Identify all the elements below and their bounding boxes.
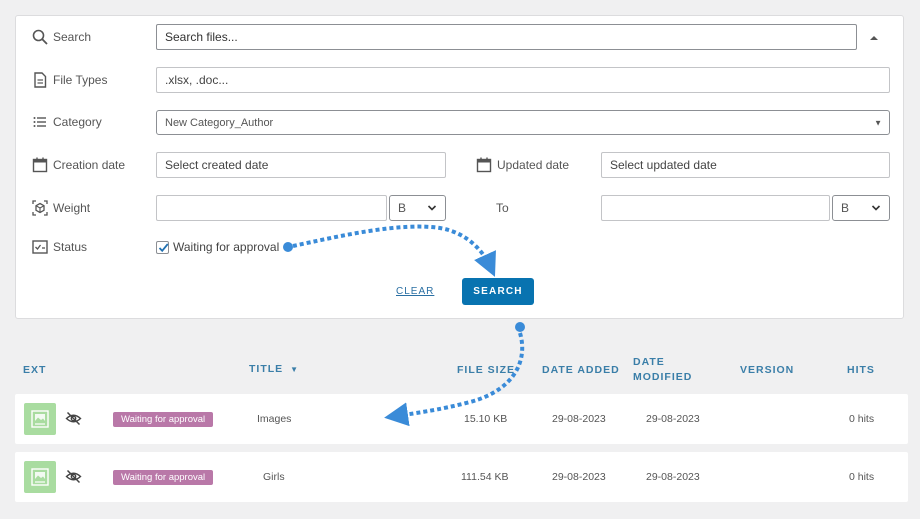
column-header-title[interactable]: TITLE ▼ [249, 363, 300, 375]
category-label: Category [31, 112, 102, 132]
sort-desc-icon: ▼ [290, 365, 300, 374]
updated-date-label: Updated date [475, 155, 569, 175]
weight-from-input[interactable] [156, 195, 387, 221]
column-header-file-size[interactable]: FILE SIZE [457, 364, 516, 376]
weight-from-unit-select[interactable]: B [389, 195, 446, 221]
column-header-date-added[interactable]: DATE ADDED [542, 364, 620, 376]
weight-icon [32, 200, 48, 216]
weight-to-input[interactable] [601, 195, 830, 221]
date-modified: 29-08-2023 [646, 413, 700, 425]
date-added: 29-08-2023 [552, 413, 606, 425]
dropdown-caret-icon: ▼ [874, 118, 882, 127]
hidden-eye-icon[interactable] [65, 411, 82, 426]
file-title[interactable]: Girls [263, 471, 285, 483]
column-header-version[interactable]: VERSION [740, 364, 795, 376]
date-added: 29-08-2023 [552, 471, 606, 483]
column-header-date-modified[interactable]: DATE MODIFIED [633, 356, 693, 383]
search-input[interactable]: Search files... [156, 24, 857, 50]
status-badge: Waiting for approval [113, 470, 214, 485]
category-select[interactable]: New Category_Author ▼ [156, 110, 890, 135]
column-header-hits[interactable]: HITS [847, 364, 875, 376]
document-icon [34, 72, 47, 88]
chevron-down-icon [427, 205, 437, 211]
search-label: Search [31, 27, 91, 47]
hidden-eye-icon[interactable] [65, 469, 82, 484]
checkmark-icon [158, 243, 169, 253]
search-icon [32, 29, 48, 45]
chevron-down-icon [871, 205, 881, 211]
list-icon [33, 117, 46, 127]
calendar-icon [32, 157, 48, 173]
file-types-label: File Types [31, 70, 107, 90]
status-badge: Waiting for approval [113, 412, 214, 427]
hits: 0 hits [849, 471, 875, 483]
column-header-ext[interactable]: EXT [23, 364, 47, 376]
status-checklist-icon [32, 240, 48, 254]
status-label: Status [31, 237, 87, 257]
image-file-icon [24, 403, 56, 435]
search-button[interactable]: SEARCH [462, 278, 534, 305]
updated-date-input[interactable]: Select updated date [601, 152, 890, 178]
creation-date-label: Creation date [31, 155, 125, 175]
table-row[interactable]: Waiting for approval Girls 111.54 KB 29-… [15, 452, 908, 502]
creation-date-input[interactable]: Select created date [156, 152, 446, 178]
image-file-icon [24, 461, 56, 493]
calendar-icon [476, 157, 492, 173]
file-size: 111.54 KB [461, 471, 509, 483]
collapse-toggle-icon[interactable] [868, 31, 880, 43]
table-row[interactable]: Waiting for approval Images 15.10 KB 29-… [15, 394, 908, 444]
file-size: 15.10 KB [464, 413, 508, 425]
weight-to-label: To [496, 201, 509, 215]
file-title[interactable]: Images [257, 413, 292, 425]
waiting-approval-label[interactable]: Waiting for approval [173, 240, 280, 254]
date-modified: 29-08-2023 [646, 471, 700, 483]
file-types-input[interactable]: .xlsx, .doc... [156, 67, 890, 93]
waiting-approval-checkbox[interactable] [156, 241, 169, 254]
weight-label: Weight [31, 198, 90, 218]
weight-to-unit-select[interactable]: B [832, 195, 890, 221]
clear-button[interactable]: CLEAR [396, 286, 435, 297]
hits: 0 hits [849, 413, 875, 425]
